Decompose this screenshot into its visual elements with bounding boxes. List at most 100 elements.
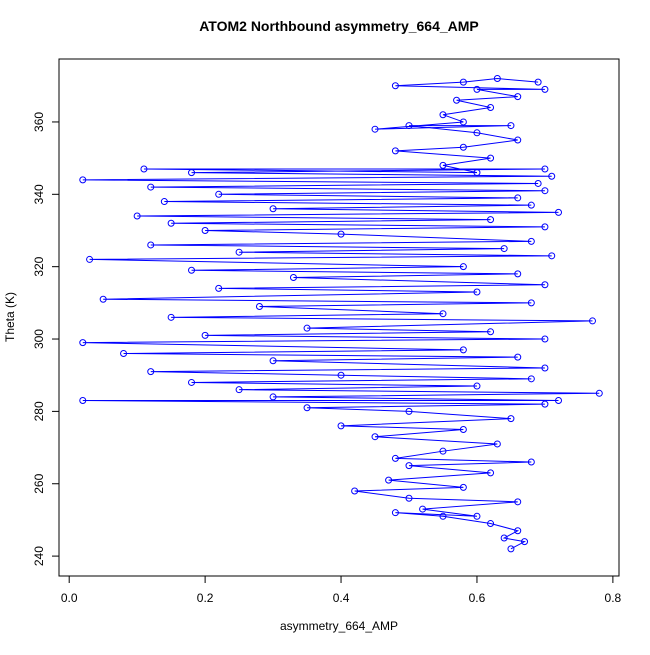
- data-point: [534, 179, 542, 187]
- data-point: [507, 415, 515, 423]
- data-point: [473, 169, 481, 177]
- data-point: [201, 226, 209, 234]
- data-point: [337, 422, 345, 430]
- data-point: [167, 219, 175, 227]
- data-point: [514, 270, 522, 278]
- data-point: [147, 241, 155, 249]
- data-point: [391, 147, 399, 155]
- data-point: [371, 433, 379, 441]
- data-point: [473, 85, 481, 93]
- data-point: [507, 122, 515, 130]
- x-axis-label: asymmetry_664_AMP: [280, 619, 398, 633]
- data-point: [439, 161, 447, 169]
- data-point: [188, 266, 196, 274]
- data-point: [133, 212, 141, 220]
- data-point: [269, 393, 277, 401]
- chart-title: ATOM2 Northbound asymmetry_664_AMP: [199, 18, 479, 34]
- data-point: [337, 371, 345, 379]
- data-point: [548, 172, 556, 180]
- data-point: [351, 487, 359, 495]
- data-point: [160, 198, 168, 206]
- data-point: [235, 248, 243, 256]
- data-point: [405, 122, 413, 130]
- data-point: [459, 346, 467, 354]
- data-point: [493, 440, 501, 448]
- data-point: [167, 313, 175, 321]
- data-point: [391, 509, 399, 517]
- data-point: [140, 165, 148, 173]
- data-point: [541, 85, 549, 93]
- y-tick-label: 300: [32, 329, 46, 349]
- data-point: [527, 237, 535, 245]
- data-point: [371, 125, 379, 133]
- plot-frame: [58, 58, 620, 577]
- data-point: [527, 458, 535, 466]
- data-point: [514, 527, 522, 535]
- x-tick-label: 0.2: [197, 591, 214, 605]
- data-point: [541, 335, 549, 343]
- data-line: [82, 78, 600, 550]
- data-point: [439, 512, 447, 520]
- x-tick-label: 0.0: [61, 591, 78, 605]
- data-point: [500, 245, 508, 253]
- x-tick-label: 0.8: [605, 591, 622, 605]
- data-point: [541, 281, 549, 289]
- data-point: [459, 483, 467, 491]
- data-point: [493, 75, 501, 83]
- data-point: [487, 520, 495, 528]
- data-point: [439, 447, 447, 455]
- data-point: [439, 111, 447, 119]
- data-point: [269, 205, 277, 213]
- data-point: [514, 498, 522, 506]
- data-point: [201, 331, 209, 339]
- data-point: [79, 339, 87, 347]
- data-point: [595, 389, 603, 397]
- y-tick-label: 320: [32, 256, 46, 276]
- data-point: [79, 176, 87, 184]
- data-point: [514, 194, 522, 202]
- data-point: [337, 230, 345, 238]
- data-point: [541, 223, 549, 231]
- data-point: [235, 386, 243, 394]
- data-point: [487, 216, 495, 224]
- data-point: [487, 328, 495, 336]
- y-tick-label: 260: [32, 473, 46, 493]
- data-point: [147, 183, 155, 191]
- y-tick-label: 280: [32, 401, 46, 421]
- data-point: [527, 299, 535, 307]
- data-point: [527, 375, 535, 383]
- data-point: [99, 295, 107, 303]
- data-point: [521, 538, 529, 546]
- data-point: [555, 208, 563, 216]
- data-point: [473, 382, 481, 390]
- data-point: [79, 397, 87, 405]
- data-point: [215, 190, 223, 198]
- data-point: [391, 454, 399, 462]
- data-point: [459, 425, 467, 433]
- data-point: [269, 357, 277, 365]
- data-point: [555, 397, 563, 405]
- y-tick-label: 340: [32, 184, 46, 204]
- data-point: [500, 534, 508, 542]
- x-tick-label: 0.6: [469, 591, 486, 605]
- data-point: [303, 324, 311, 332]
- data-point: [473, 129, 481, 137]
- y-tick-label: 240: [32, 546, 46, 566]
- data-point: [459, 78, 467, 86]
- data-point: [453, 96, 461, 104]
- data-point: [541, 187, 549, 195]
- data-point: [487, 103, 495, 111]
- data-point: [534, 78, 542, 86]
- data-point: [459, 263, 467, 271]
- data-point: [588, 317, 596, 325]
- data-point: [255, 302, 263, 310]
- data-point: [303, 404, 311, 412]
- data-point: [405, 494, 413, 502]
- data-point: [405, 407, 413, 415]
- data-point: [391, 82, 399, 90]
- data-point: [473, 512, 481, 520]
- data-point: [385, 476, 393, 484]
- data-point: [541, 364, 549, 372]
